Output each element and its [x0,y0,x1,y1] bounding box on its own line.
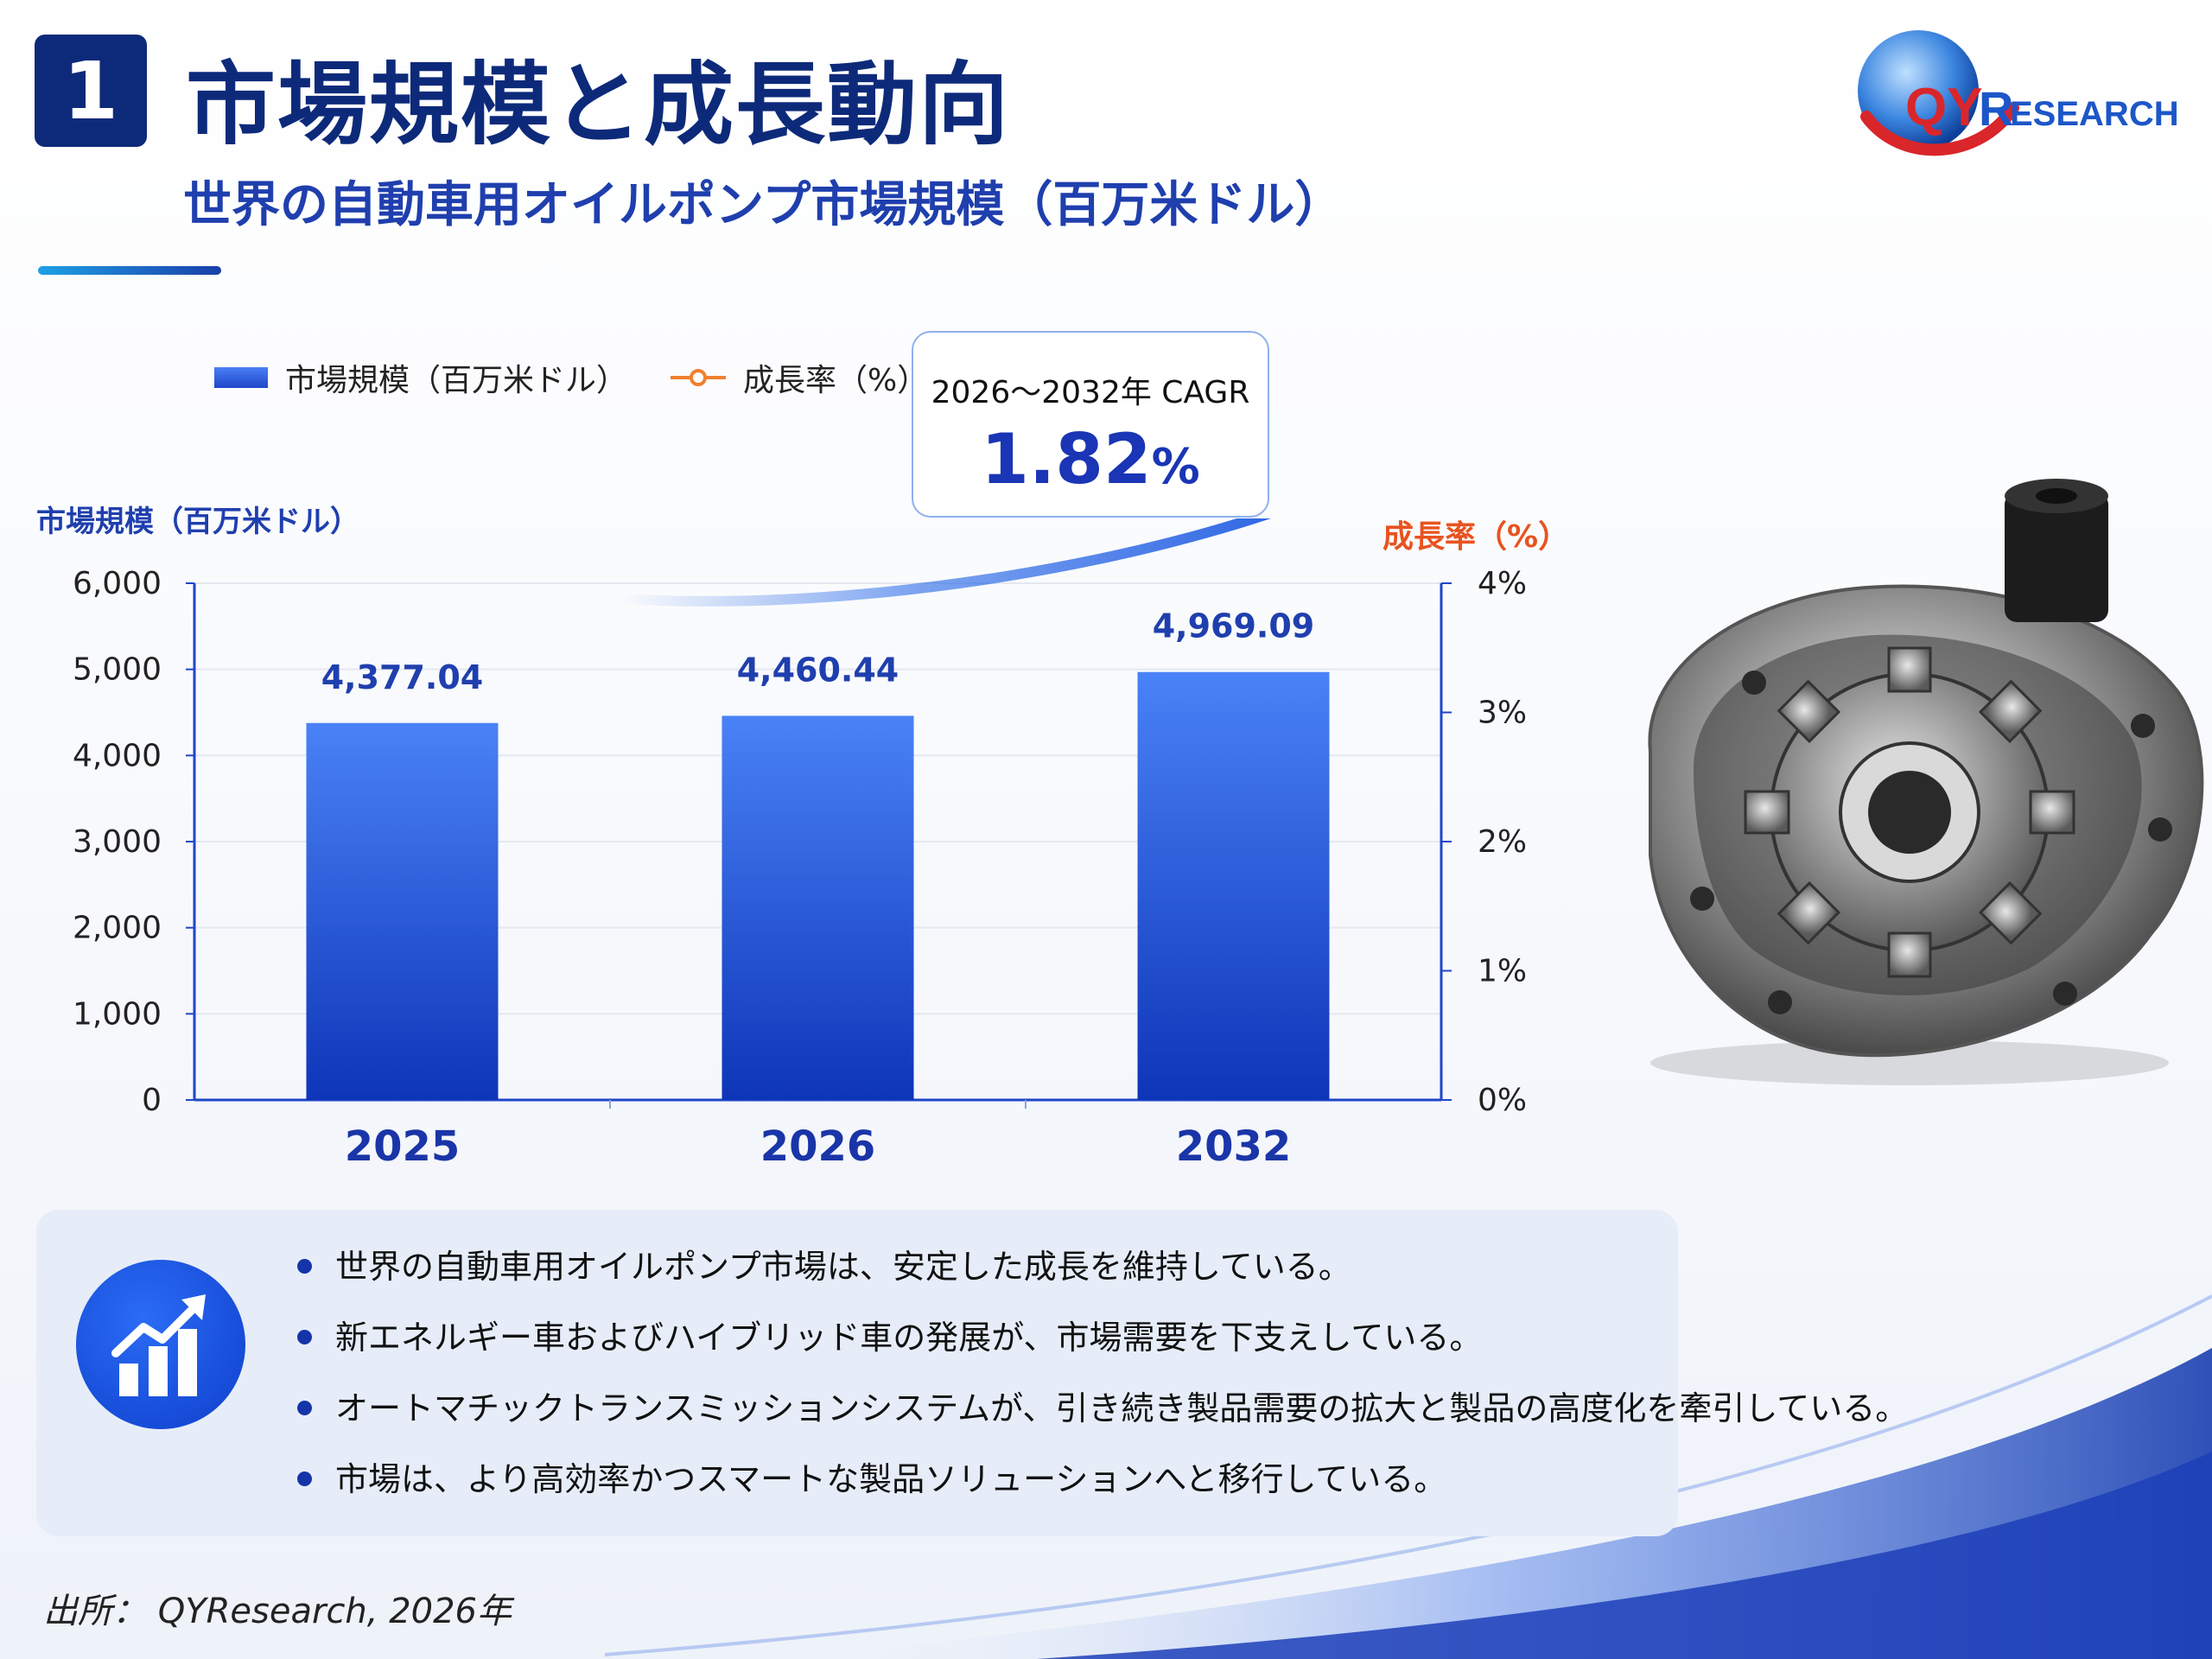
bullet-dot-icon [297,1259,312,1274]
y2-tick-label: 1% [1478,954,1527,989]
y-axis-title-right: 成長率（%） [1382,519,1570,555]
list-item: 新エネルギー車およびハイブリッド車の発展が、市場需要を下支えしている。 [294,1302,1908,1373]
y-tick-label: 4,000 [73,738,162,773]
y2-tick-label: 0% [1478,1083,1527,1118]
list-item: オートマチックトランスミッションシステムが、引き続き製品需要の拡大と製品の高度化… [294,1373,1908,1444]
chart-subtitle: 世界の自動車用オイルポンプ市場規模（百万米ドル） [183,177,1344,233]
y-tick-label: 5,000 [73,652,162,688]
svg-text:QY: QY [1905,78,1983,137]
svg-text:ESEARCH: ESEARCH [2010,95,2179,133]
bullet-dot-icon [297,1401,312,1415]
bar-value-label: 4,377.04 [321,658,484,696]
bar-2025 [306,722,499,1100]
legend-bar-label: 市場規模（百万米ドル） [285,363,628,398]
growth-trend-arrow [617,518,1271,607]
legend-line-swatch [671,369,727,386]
legend-bar-swatch [214,367,268,388]
pump-gear [1744,646,2075,978]
list-item: 世界の自動車用オイルポンプ市場は、安定した成長を維持している。 [294,1231,1908,1302]
y-tick-label: 2,000 [73,911,162,946]
bar-2026 [721,715,914,1100]
y-tick-label: 6,000 [73,566,162,601]
bullet-dot-icon [297,1330,312,1344]
x-tick-label: 2032 [1176,1122,1292,1171]
y2-tick-label: 2% [1478,824,1527,860]
y2-tick-label: 3% [1478,696,1527,731]
svg-text:R: R [1979,81,2013,136]
cagr-value: 1.82% [981,419,1200,499]
section-number-badge: 1 [35,35,147,147]
legend-line-label: 成長率（%） [743,363,929,398]
bar-2032 [1137,671,1330,1100]
source-note: 出所： QYResearch, 2026年 [43,1592,512,1631]
cagr-label: 2026～2032年 CAGR [931,375,1250,410]
y2-tick-label: 4% [1478,566,1527,601]
cagr-callout: 2026～2032年 CAGR 1.82% [912,331,1269,518]
title-accent-line [38,266,221,275]
market-size-chart: 0 1,000 2,000 3,000 4,000 5,000 6,000 0% 1% 2% 3% 4… [73,518,1527,1171]
growth-chart-icon [76,1260,245,1429]
page-title: 市場規模と成長動向 [186,52,1011,157]
globe-icon [1858,30,1979,151]
insights-list: 世界の自動車用オイルポンプ市場は、安定した成長を維持している。 新エネルギー車お… [294,1231,1908,1515]
bullet-dot-icon [297,1471,312,1486]
y-tick-label: 1,000 [73,996,162,1032]
oil-pump-image [1648,479,2204,1085]
pump-inlet-cap [2005,479,2108,622]
y-tick-label: 3,000 [73,824,162,860]
y-axis-title-left: 市場規模（百万米ドル） [36,505,359,539]
list-item: 市場は、より高効率かつスマートな製品ソリューションへと移行している。 [294,1444,1908,1515]
x-tick-label: 2026 [760,1122,876,1171]
y-tick-label: 0 [142,1083,162,1118]
x-tick-label: 2025 [345,1122,461,1171]
chart-legend: 市場規模（百万米ドル） 成長率（%） [214,356,928,399]
bar-value-label: 4,460.44 [737,651,899,689]
bar-value-label: 4,969.09 [1153,607,1315,645]
qyresearch-logo: QY R ESEARCH [1858,30,2179,156]
